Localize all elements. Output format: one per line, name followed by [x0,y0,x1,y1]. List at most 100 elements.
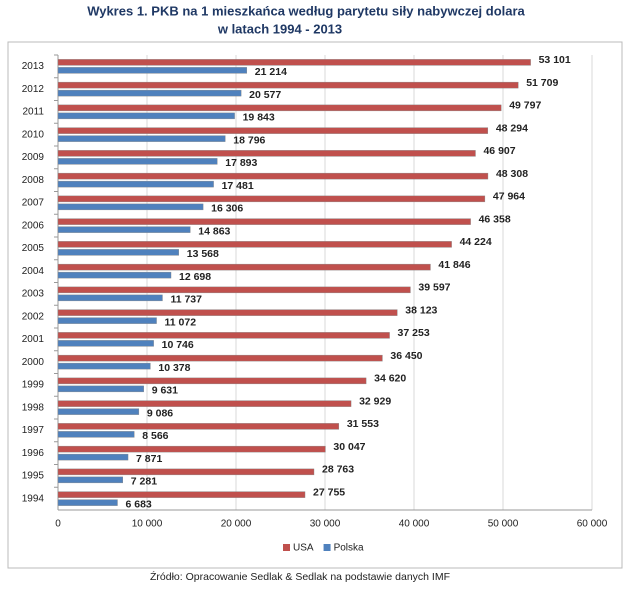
bar [57,218,471,225]
bar [57,81,519,89]
y-tick-label: 1994 [22,493,45,504]
y-tick-label: 2011 [22,107,44,118]
bar [57,226,191,233]
y-tick-label: 2010 [22,129,45,140]
x-tick-label: 60 000 [577,519,608,530]
bar [57,172,489,180]
bar [57,453,129,461]
value-label: 14 863 [198,225,230,237]
y-tick-label: 2003 [22,289,45,300]
value-label: 46 358 [479,213,511,225]
value-label: 53 101 [539,54,571,66]
value-label: 34 620 [374,373,406,385]
y-tick-label: 1998 [22,402,45,413]
y-tick-label: 2006 [22,220,45,231]
value-label: 48 308 [496,168,528,180]
value-label: 44 224 [460,236,492,248]
y-tick-label: 2008 [22,175,45,186]
bar [57,491,306,498]
bar [57,362,151,370]
chart-subtitle: w latach 1994 - 2013 [217,21,342,36]
chart-title: Wykres 1. PKB na 1 mieszkańca według par… [87,3,525,18]
value-label: 27 755 [313,486,345,498]
y-tick-label: 2012 [22,84,45,95]
value-label: 49 797 [509,100,541,112]
bar [57,249,179,256]
value-label: 51 709 [526,77,558,89]
value-label: 19 843 [243,112,275,124]
bar [57,377,367,385]
bar [57,385,144,393]
bar [57,263,431,271]
bar [57,195,486,203]
value-label: 48 294 [496,122,528,134]
bar [57,89,242,97]
bar [57,332,390,339]
value-label: 11 072 [165,316,197,328]
bar [57,135,226,142]
y-tick-label: 2013 [22,61,45,72]
value-label: 18 796 [233,134,265,146]
value-label: 38 123 [405,304,437,316]
value-label: 39 597 [418,282,450,294]
value-label: 7 281 [131,476,157,488]
y-tick-label: 2005 [22,243,45,254]
value-label: 31 553 [347,418,379,430]
x-tick-label: 30 000 [310,519,341,530]
value-label: 47 964 [493,191,525,203]
value-label: 20 577 [249,89,281,101]
y-tick-label: 1995 [22,471,45,482]
bar [57,286,411,294]
y-tick-label: 2007 [22,198,45,209]
value-label: 7 871 [136,453,162,465]
source: Źródło: Opracowanie Sedlak & Sedlak na p… [150,570,450,583]
value-label: 9 086 [147,407,173,419]
legend-label: USA [293,543,314,554]
bar [57,150,476,157]
bar [57,408,140,415]
bar [57,499,118,506]
y-tick-label: 2001 [22,334,45,345]
value-label: 9 631 [152,385,178,397]
bar [57,294,163,302]
bar [57,59,531,66]
bar [57,241,452,248]
value-label: 46 907 [483,145,515,157]
y-tick-label: 2009 [22,152,45,163]
y-tick-label: 1999 [22,380,45,391]
value-label: 30 047 [333,441,365,453]
bar [57,431,135,438]
bar [57,203,204,211]
value-label: 11 737 [170,294,202,306]
value-label: 21 214 [255,66,287,78]
value-label: 13 568 [187,248,219,260]
bar [57,180,214,188]
value-label: 32 929 [359,395,391,407]
value-label: 12 698 [179,271,211,283]
y-tick-label: 1997 [22,425,45,436]
bar [57,317,157,324]
value-label: 37 253 [398,327,430,339]
bar [57,445,326,453]
bar [57,67,248,74]
bar [57,127,489,134]
bar [57,476,124,484]
y-tick-label: 1996 [22,448,45,459]
legend-label: Polska [334,543,364,554]
bar [57,158,218,165]
legend-swatch [323,544,331,551]
x-tick-label: 0 [55,519,61,530]
value-label: 17 481 [222,180,254,192]
bar [57,354,383,362]
value-label: 10 746 [162,339,194,351]
bar [57,112,235,120]
x-tick-label: 40 000 [399,519,430,530]
x-tick-label: 50 000 [488,519,519,530]
bar [57,400,352,407]
x-tick-label: 10 000 [132,519,163,530]
y-tick-label: 2000 [22,357,45,368]
y-tick-label: 2004 [22,266,45,277]
value-label: 41 846 [438,259,470,271]
bar [57,271,172,279]
